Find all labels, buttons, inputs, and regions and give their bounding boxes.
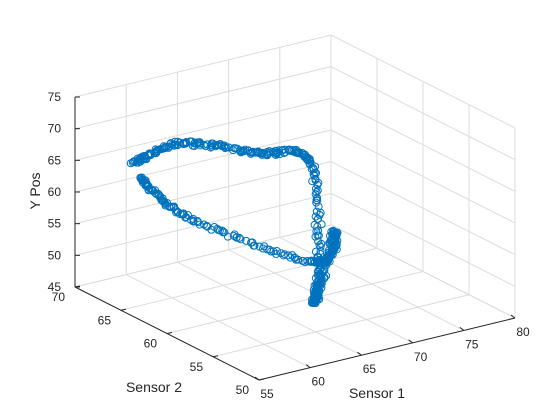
y-tick-label: 65 <box>98 313 112 327</box>
data-point <box>260 242 269 251</box>
x-tick <box>254 376 260 381</box>
data-point <box>216 139 225 148</box>
y-tick-label: 70 <box>52 290 66 304</box>
y-tick-label: 55 <box>190 360 204 374</box>
x-tick-label: 70 <box>414 350 428 364</box>
y-tick-label: 60 <box>144 337 158 351</box>
data-point <box>313 180 322 189</box>
data-point <box>182 138 191 147</box>
data-point <box>311 247 320 256</box>
grid-line <box>74 161 332 225</box>
data-point <box>322 256 331 265</box>
x-tick <box>305 364 311 369</box>
axis-lines <box>74 96 516 381</box>
data-point <box>312 227 321 236</box>
data-point <box>265 147 274 156</box>
x-tick <box>408 339 413 344</box>
data-point <box>280 250 289 259</box>
data-point <box>299 256 308 265</box>
data-markers <box>126 137 342 308</box>
data-point <box>284 251 293 260</box>
data-point <box>136 174 145 183</box>
x-tick-label: 80 <box>516 325 530 339</box>
grid-line <box>120 247 378 311</box>
data-point <box>315 210 324 219</box>
z-tick-label: 60 <box>48 185 62 199</box>
data-point <box>314 214 322 223</box>
data-point <box>169 203 178 212</box>
data-point <box>183 211 192 220</box>
grid-lines <box>74 34 516 381</box>
data-point <box>248 238 257 247</box>
x-tick-label: 75 <box>465 337 479 351</box>
x-tick <box>510 314 516 319</box>
data-point <box>218 226 227 235</box>
x-tick-label: 65 <box>363 362 377 376</box>
data-point <box>303 257 312 266</box>
data-point <box>236 235 245 244</box>
grid-line <box>330 192 516 287</box>
y-tick <box>258 378 265 381</box>
grid-line <box>74 97 332 161</box>
data-point <box>288 251 297 260</box>
x-tick <box>459 326 465 331</box>
y-tick-label: 50 <box>236 383 250 397</box>
x-tick-label: 55 <box>260 387 274 401</box>
x-axis-line <box>258 317 516 381</box>
data-point <box>279 251 288 260</box>
data-point <box>311 184 320 193</box>
z-tick-label: 50 <box>48 248 62 262</box>
grid-line <box>330 224 516 319</box>
data-point <box>276 249 285 258</box>
z-tick-label: 45 <box>48 280 62 294</box>
data-point <box>314 231 323 240</box>
data-point <box>307 256 316 265</box>
grid-line <box>166 271 424 334</box>
data-point <box>267 247 276 256</box>
grid-line <box>74 224 332 288</box>
grid-line <box>74 129 332 193</box>
z-axis-label: Y Pos <box>27 172 43 209</box>
data-point <box>311 212 320 221</box>
data-point <box>222 143 231 152</box>
grid-line <box>330 34 516 129</box>
data-point <box>312 198 321 207</box>
grid-line <box>330 66 516 161</box>
y-tick <box>212 355 219 358</box>
z-tick-label: 70 <box>48 122 62 136</box>
data-point <box>305 155 314 164</box>
data-point <box>315 241 324 250</box>
data-point <box>137 173 146 182</box>
data-point <box>311 232 320 241</box>
data-point <box>255 242 264 251</box>
x-axis-label: Sensor 1 <box>349 385 405 401</box>
y-tick <box>166 332 173 334</box>
data-point <box>317 267 326 276</box>
z-tick-label: 55 <box>48 217 62 231</box>
y-tick <box>120 308 127 311</box>
grid-line <box>212 294 470 358</box>
z-tick-label: 65 <box>48 153 62 167</box>
x-tick <box>357 351 362 356</box>
data-point <box>220 142 229 151</box>
data-point <box>236 148 245 157</box>
grid-line <box>330 161 516 256</box>
data-point <box>315 257 324 266</box>
grid-line <box>74 66 332 130</box>
data-point <box>272 247 281 256</box>
data-point <box>229 231 238 240</box>
data-point <box>313 222 322 231</box>
x-tick-label: 60 <box>312 375 326 389</box>
data-point <box>217 141 226 150</box>
z-tick-label: 75 <box>48 90 62 104</box>
y-axis-label: Sensor 2 <box>126 379 182 395</box>
grid-line <box>330 129 516 224</box>
grid-line <box>330 97 516 192</box>
grid-line <box>74 34 332 98</box>
data-point <box>315 279 324 288</box>
data-point <box>199 140 208 149</box>
data-point <box>242 236 251 245</box>
